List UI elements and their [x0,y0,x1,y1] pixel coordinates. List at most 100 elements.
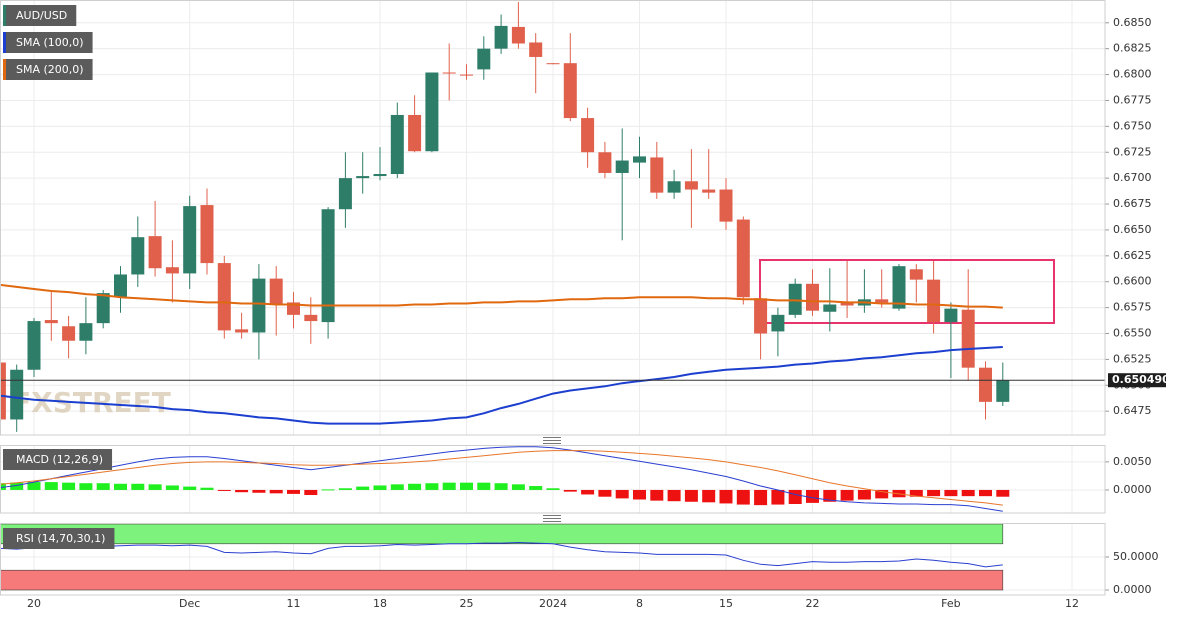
histogram-bar [581,489,595,495]
candle-body [494,25,508,49]
histogram-bar [408,483,422,490]
histogram-bar [131,483,145,490]
y-tick-label: 0.6575 [1113,301,1152,314]
histogram-bar [27,482,41,490]
candle-body [840,302,854,306]
candle-body [961,309,975,368]
histogram-bar [390,484,404,490]
candle-body [27,321,41,370]
y-tick-label: 0.6550 [1113,327,1152,340]
legend-swatch [3,5,6,26]
rsi-pane [0,523,1106,596]
y-tick-label: 0.6600 [1113,275,1152,288]
histogram-bar [79,483,93,490]
histogram-bar [840,489,854,501]
candle-body [581,118,595,153]
legend-box [3,32,93,53]
y-tick-label: 0.6750 [1113,119,1152,132]
histogram-bar [979,489,992,497]
line [0,446,1003,512]
candle-body [217,263,231,331]
y-tick-label: 0.6525 [1113,352,1152,365]
histogram-bar [165,485,179,490]
candle-body [390,114,404,174]
pane-handle[interactable] [543,515,561,522]
candle-body [927,279,941,323]
x-tick-label: 22 [806,597,820,610]
candle-body [252,278,266,333]
y-tick-label: 0.0050 [1113,455,1152,468]
histogram-bar [338,488,352,490]
label-layer: 20 Dec 11 18 25 2024 8 15 22 Feb 12 AUD/USD SMA (100… [3,5,1170,610]
candle-body [650,157,664,193]
candle-body [304,314,318,322]
histogram-bar [148,484,162,490]
legend-label: SMA (100,0) [16,36,84,49]
last-price-box [1108,373,1166,388]
macd-pane [0,445,1106,514]
y-tick-label: 0.6700 [1113,171,1152,184]
legend-box [3,449,113,470]
histogram-bar [425,483,439,490]
legend-swatch [3,59,6,80]
candle-body [183,206,197,274]
candle-body [338,178,352,210]
candle-body [823,304,837,312]
histogram-bar [0,483,6,490]
candle-body [788,283,802,315]
legend-box [3,528,115,549]
histogram-bar [944,489,958,497]
candle-body [909,269,923,280]
histogram-bar [996,489,1010,497]
legend-swatch [3,449,6,470]
x-tick-label: 18 [373,597,387,610]
histogram-bar [200,487,214,490]
candle-body [684,181,698,190]
y-tick-label: 0.6825 [1113,42,1152,55]
candle-body [615,160,629,173]
histogram-bar [356,486,370,490]
histogram-bar [667,489,681,502]
x-tick-label: Feb [941,597,960,610]
x-tick-label: 11 [287,597,301,610]
y-tick-label: 50.0000 [1113,550,1159,563]
histogram-bar [563,489,577,492]
candle-body [633,156,646,163]
main-pane [0,0,1106,436]
y-tick-label: 0.6650 [1113,223,1152,236]
x-tick-label: 8 [636,597,643,610]
legend-label: AUD/USD [16,9,67,22]
last-price-label: 0.650490 [1112,373,1170,386]
histogram-bar [442,482,456,490]
candle-body [200,205,214,264]
legend-swatch [3,32,6,53]
histogram-bar [460,482,473,490]
candle-body [408,114,422,152]
candle-body [667,181,681,193]
histogram-bar [771,489,785,505]
candle-body [529,42,543,57]
candle-body [321,209,335,323]
histogram-bar [875,489,889,499]
histogram-bar [269,489,283,494]
candle-body [96,293,110,324]
histogram-bar [477,482,491,490]
histogram-bar [494,483,508,490]
legend-item: SMA (100,0) [3,32,93,53]
line [0,346,1003,425]
annotation-box [759,259,1055,324]
line [0,283,1003,309]
line [0,450,1003,506]
y-tick-label: 0.6675 [1113,197,1152,210]
histogram-bar [321,489,335,491]
histogram-bar [183,486,197,490]
oversold-zone [0,569,1004,591]
histogram-bar [909,489,923,497]
candle-body [460,74,473,76]
pane-handle[interactable] [543,437,561,444]
histogram-bar [546,488,560,490]
candle-body [425,72,439,152]
candle-body [736,219,750,298]
legend-label: MACD (12,26,9) [16,453,103,466]
